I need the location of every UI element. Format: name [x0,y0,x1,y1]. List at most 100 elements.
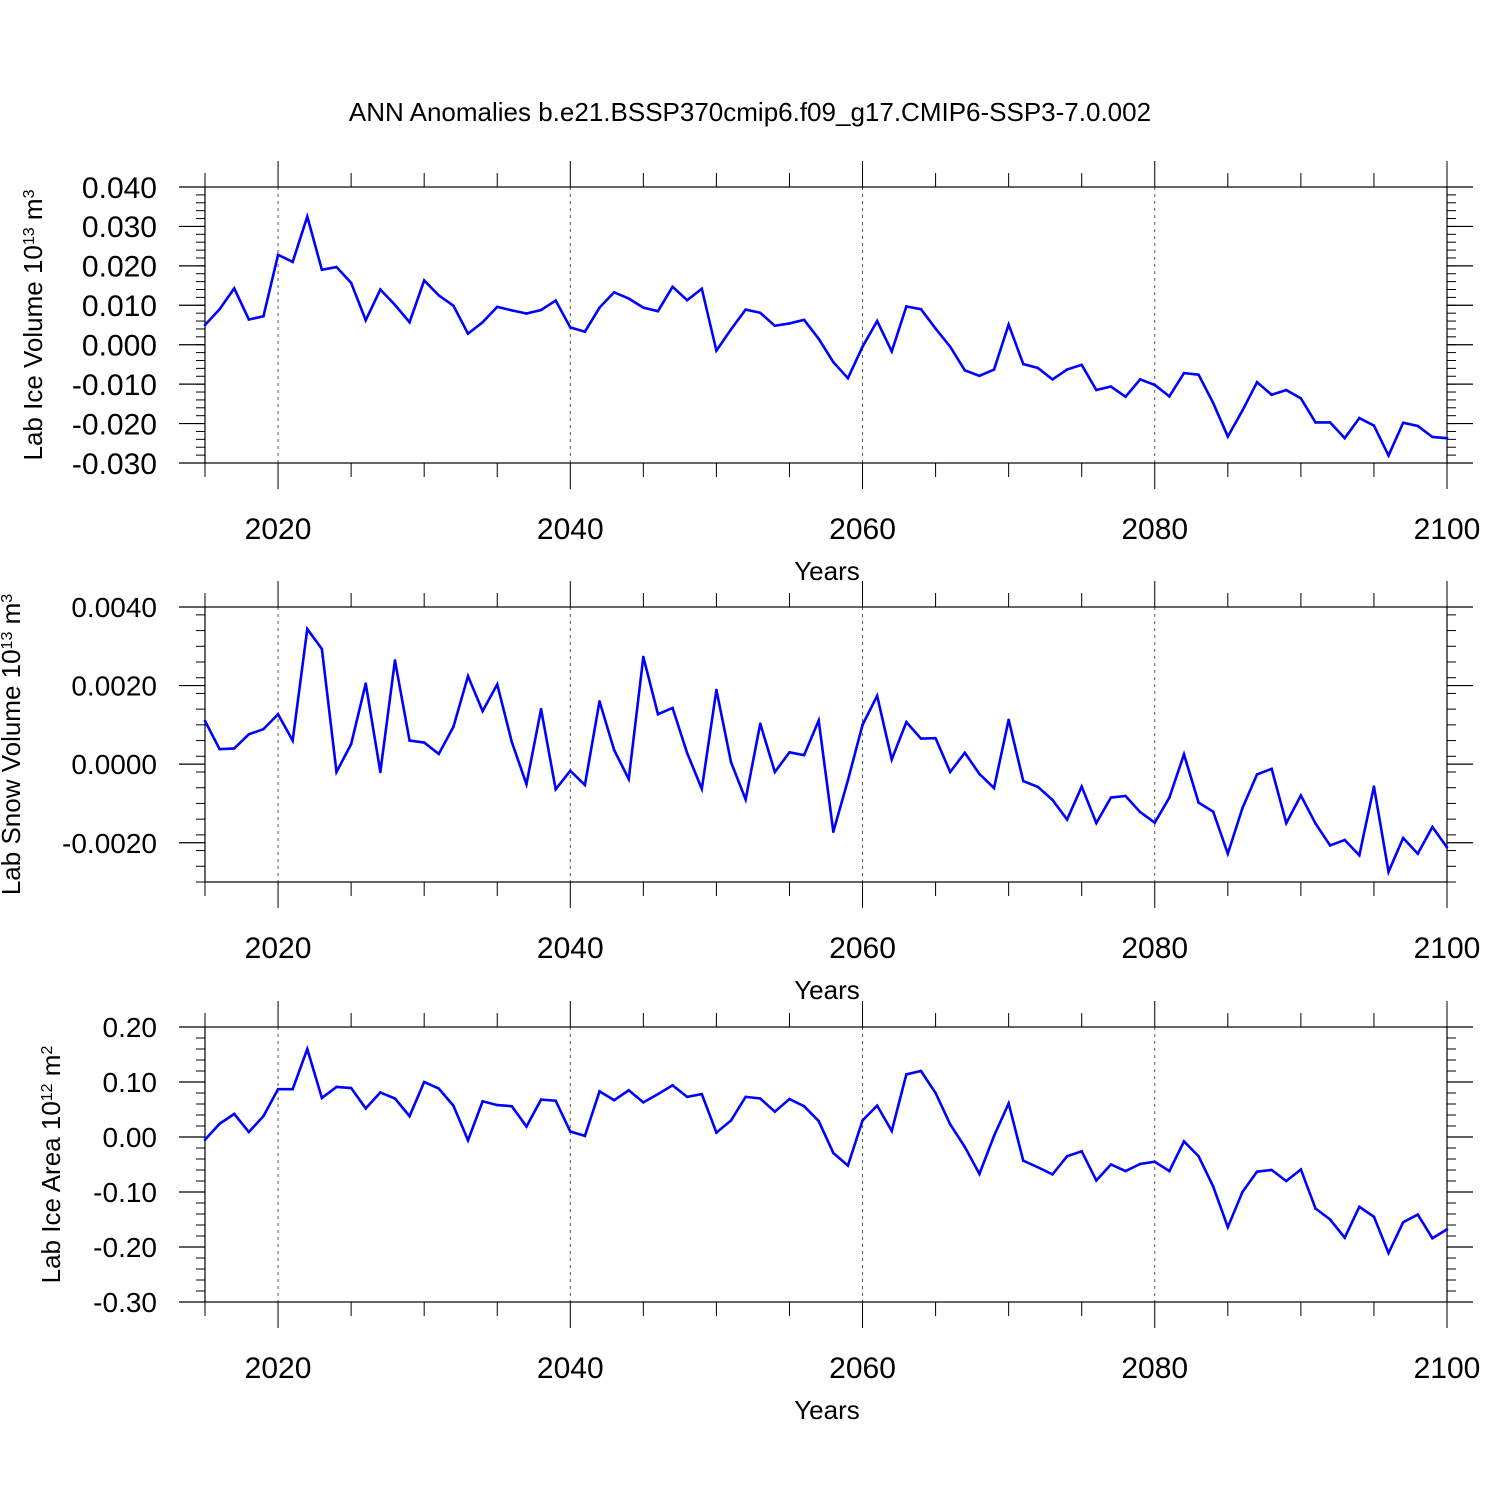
data-point [846,778,850,782]
data-point [1416,424,1420,428]
data-point [554,299,557,302]
data-point [1109,385,1113,388]
data-point [1109,796,1113,799]
data-point [1153,383,1157,387]
data-point [671,706,674,710]
data-point [262,1114,265,1118]
data-point [1168,1169,1171,1173]
data-point [788,322,791,325]
data-point [758,311,762,315]
data-point [291,260,294,264]
data-point [1401,421,1405,425]
y-tick-label: -0.030 [72,448,157,481]
data-point [963,751,967,755]
data-point [1197,373,1200,376]
data-point [232,747,236,750]
data-point [1431,825,1434,829]
data-point [510,309,514,312]
y-tick-label: 0.010 [82,290,157,323]
data-point [481,1099,484,1103]
data-point [349,742,353,746]
data-point [218,1122,221,1126]
data-point [437,294,441,297]
data-point [978,772,981,776]
data-point [349,281,353,285]
x-tick-label: 2020 [245,1352,312,1385]
data-point [437,752,441,756]
x-tick-label: 2100 [1414,513,1481,546]
data-point [466,1139,470,1142]
data-point [758,1097,762,1100]
data-point [1299,397,1303,400]
data-point [715,1131,718,1134]
x-tick-label: 2020 [245,513,312,546]
data-point [203,719,207,723]
data-point [393,659,397,662]
data-point [832,360,835,364]
x-tick-label: 2080 [1121,513,1188,546]
data-point [627,777,631,781]
data-point [305,1047,309,1051]
data-point [1051,378,1054,381]
data-point [554,787,557,791]
data-point [276,253,280,257]
y-axis-label: Lab Ice Area 1012 m2 [36,1046,66,1284]
data-point [1284,388,1288,392]
figure-title: ANN Anomalies b.e21.BSSP370cmip6.f09_g17… [348,97,1152,127]
data-point [408,1114,411,1118]
data-point [1387,870,1390,874]
x-tick-label: 2060 [829,932,896,965]
data-point [1007,718,1010,722]
data-point [1182,1140,1186,1143]
data-point [729,760,733,764]
data-point [466,674,470,678]
plot-frame [204,186,1448,464]
data-point [364,682,368,685]
data-point [919,307,923,311]
data-point [1358,1205,1361,1209]
data-point [452,304,455,307]
y-tick-label: -0.010 [72,369,157,402]
data-point [729,1119,733,1122]
data-point [875,319,879,323]
data-point [671,1084,674,1087]
y-tick-label: 0.0000 [71,749,157,780]
data-point [1095,388,1098,392]
data-point [262,315,265,318]
chart-panel-2: -0.0020 0.0000 0.0020 0.0040 2020 2040 2060 208… [0,581,1480,1005]
data-point [232,1112,236,1116]
data-point [1138,378,1142,381]
data-point [481,709,484,713]
data-point [247,318,251,321]
data-point [1138,1162,1142,1166]
data-point [788,1097,791,1101]
data-point [685,1095,689,1099]
data-point [1124,1169,1127,1173]
data-point [276,1087,280,1091]
data-point [1197,1154,1200,1158]
data-point [773,1110,777,1113]
data-point [656,309,660,313]
data-point [861,345,864,348]
data-point [218,307,221,311]
data-point [934,1091,937,1095]
data-point [379,288,382,291]
data-point [422,1080,426,1084]
data-point [905,720,908,724]
data-point [627,1088,631,1092]
data-point [1211,810,1215,813]
data-point [583,1134,587,1138]
y-tick-label: -0.20 [93,1232,157,1263]
data-point [992,786,996,790]
data-point [539,707,543,711]
data-point [1445,436,1449,440]
y-tick-label: -0.020 [72,408,157,441]
data-point [598,1090,601,1093]
data-point [1226,435,1230,438]
data-point [525,1125,528,1128]
data-point [437,1087,441,1090]
x-tick-label: 2040 [537,1352,604,1385]
data-point [1182,371,1186,375]
data-point [598,699,601,703]
data-point [1255,1170,1259,1173]
